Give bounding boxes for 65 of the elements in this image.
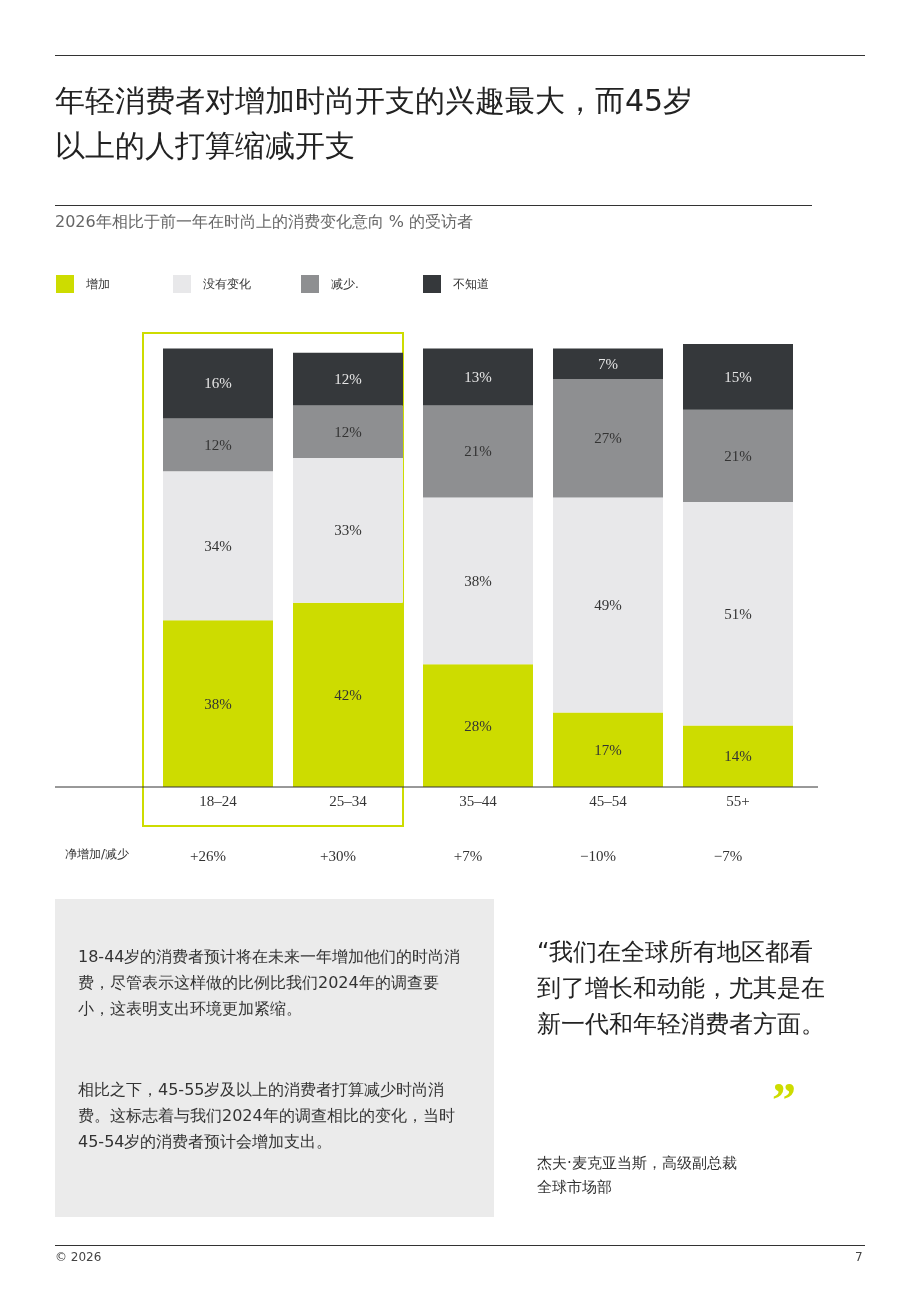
bar bbox=[293, 458, 403, 603]
x-tick-label: 25–34 bbox=[329, 792, 368, 809]
x-tick-label: 18–24 bbox=[199, 792, 238, 809]
data-label: 21% bbox=[464, 443, 492, 460]
legend-label: 增加 bbox=[86, 275, 110, 293]
data-label: 33% bbox=[334, 522, 362, 539]
text: 全球市场部 bbox=[537, 1177, 612, 1198]
bar bbox=[163, 348, 273, 419]
bar bbox=[423, 664, 533, 787]
bar bbox=[423, 497, 533, 665]
bar bbox=[683, 344, 793, 410]
data-label: 12% bbox=[334, 371, 362, 388]
legend-label: 没有变化 bbox=[203, 275, 251, 293]
data-label: 51% bbox=[724, 605, 752, 622]
bar bbox=[423, 405, 533, 498]
chart-title: 年轻消费者对增加时尚开支的兴趣最大，而45岁以上的人打算缩减开支 bbox=[55, 82, 695, 165]
data-label: 34% bbox=[204, 537, 232, 554]
text: 7 bbox=[855, 1250, 863, 1264]
bar bbox=[163, 620, 273, 787]
data-label: 12% bbox=[204, 436, 232, 453]
bar bbox=[553, 497, 663, 713]
data-label: 28% bbox=[464, 717, 492, 734]
text: 相比之下，45-55岁及以上的消费者打算减少时尚消费。这标志着与我们2024年的调查相比的变化，当时45-54岁的消费者预计会增加支出。 bbox=[78, 1079, 456, 1153]
text: 杰夫·麦克亚当斯，高级副总裁 bbox=[537, 1153, 737, 1174]
data-label: 14% bbox=[724, 748, 752, 765]
text: −7% bbox=[712, 848, 744, 865]
bar bbox=[553, 348, 663, 380]
data-label: 16% bbox=[204, 375, 232, 392]
text: +7% bbox=[452, 848, 484, 865]
data-label: 17% bbox=[594, 741, 622, 758]
legend-label: 减少. bbox=[331, 275, 359, 293]
bar bbox=[553, 712, 663, 787]
data-label: 27% bbox=[594, 430, 622, 447]
data-label: 12% bbox=[334, 423, 362, 440]
text: +26% bbox=[189, 848, 227, 865]
text: 净增加/减少 bbox=[65, 846, 130, 863]
text: “我们在全球所有地区都看到了增长和动能，尤其是在新一代和年轻消费者方面。 bbox=[537, 937, 826, 1040]
bar bbox=[683, 725, 793, 787]
bar bbox=[293, 352, 403, 406]
text: © 2026 bbox=[55, 1250, 102, 1264]
data-label: 7% bbox=[598, 355, 618, 372]
text: ” bbox=[772, 1073, 796, 1126]
x-tick-label: 45–54 bbox=[589, 792, 628, 809]
text: −10% bbox=[579, 848, 617, 865]
data-label: 13% bbox=[464, 368, 492, 385]
bar bbox=[163, 418, 273, 472]
data-label: 38% bbox=[204, 695, 232, 712]
text: +30% bbox=[319, 848, 357, 865]
bar bbox=[163, 471, 273, 621]
x-tick-label: 55+ bbox=[726, 792, 750, 809]
chart-subtitle: 2026年相比于前一年在时尚上的消费变化意向 % 的受访者 bbox=[55, 212, 474, 233]
legend-label: 不知道 bbox=[453, 275, 489, 293]
bar bbox=[683, 409, 793, 502]
data-label: 21% bbox=[724, 447, 752, 464]
bar bbox=[293, 405, 403, 459]
bar bbox=[293, 602, 403, 787]
text: 18-44岁的消费者预计将在未来一年增加他们的时尚消费，尽管表示这样做的比例比我们2024年的调查要小，这表明支出环境更加紧缩。 bbox=[78, 946, 462, 1020]
data-label: 38% bbox=[464, 572, 492, 589]
bar bbox=[683, 501, 793, 726]
data-label: 15% bbox=[724, 368, 752, 385]
bar bbox=[423, 348, 533, 406]
data-label: 42% bbox=[334, 686, 362, 703]
data-label: 49% bbox=[594, 596, 622, 613]
x-tick-label: 35–44 bbox=[459, 792, 498, 809]
bar bbox=[553, 379, 663, 498]
